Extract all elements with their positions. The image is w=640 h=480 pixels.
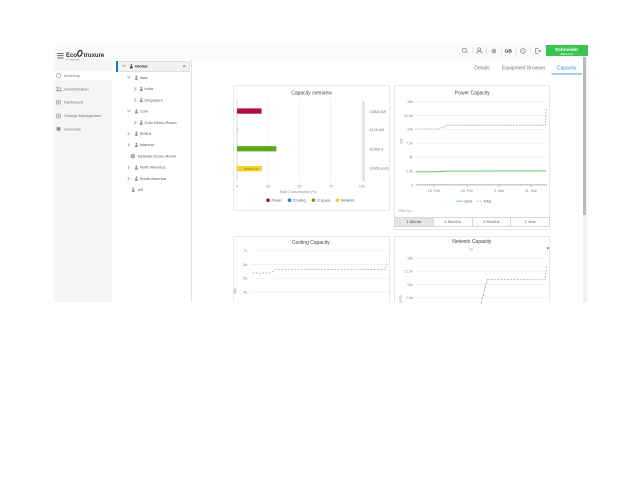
svg-text:Capacity overview: Capacity overview [291,90,332,96]
svg-text:US: US [138,187,144,192]
svg-text:10k: 10k [407,283,413,287]
svg-text:5k: 5k [409,156,413,160]
svg-text:13808 kW: 13808 kW [370,110,387,114]
svg-text:6128 kW: 6128 kW [370,128,385,132]
svg-text:Cooling: Cooling [293,199,306,203]
svg-text:truxure: truxure [84,53,105,59]
svg-text:0: 0 [411,183,413,187]
svg-text:25: 25 [266,184,270,188]
svg-text:Power Capacity: Power Capacity [455,91,491,97]
svg-text:Asia: Asia [140,75,149,80]
svg-text:Global: Global [135,64,148,69]
svg-text:kW: kW [400,138,404,144]
svg-text:?: ? [522,49,524,53]
svg-text:North America: North America [140,165,166,170]
svg-text:Total Consumption (%): Total Consumption (%) [279,190,316,194]
svg-text:2.5k: 2.5k [406,169,413,173]
svg-text:50: 50 [297,184,301,188]
svg-text:25. Feb: 25. Feb [461,189,474,193]
svg-text:EMEA: EMEA [140,131,152,136]
svg-text:7.5k: 7.5k [406,142,413,146]
svg-text:Istanbul: Istanbul [140,142,154,147]
svg-text:12.5k: 12.5k [404,114,413,118]
svg-text:Filter by:: Filter by: [399,209,412,213]
svg-text:Colo: Colo [140,109,149,114]
svg-text:Network Capacity: Network Capacity [452,239,492,245]
svg-text:4. Mar: 4. Mar [494,189,505,193]
svg-text:18. Feb: 18. Feb [428,189,441,193]
svg-text:Network Demo Room: Network Demo Room [138,154,177,159]
svg-text:Network: Network [341,199,355,203]
svg-text:All: All [469,248,473,252]
svg-text:7.5k: 7.5k [406,296,413,300]
svg-text:Change Management: Change Management [64,113,102,118]
svg-text:0: 0 [236,184,238,188]
svg-text:Singapore: Singapore [144,97,163,102]
svg-text:IT Advisor: IT Advisor [66,58,80,62]
svg-text:7k: 7k [243,249,247,253]
svg-text:Colo Demo Room: Colo Demo Room [144,120,177,125]
svg-text:GB: GB [505,49,513,55]
svg-text:South America: South America [140,176,167,181]
svg-text:ports: ports [399,295,403,303]
svg-text:11068 ports: 11068 ports [370,166,389,170]
svg-text:Capacity: Capacity [557,65,577,71]
svg-text:Details: Details [474,65,490,71]
svg-text:4699 ports: 4699 ports [244,167,259,171]
svg-text:4k: 4k [243,290,247,294]
svg-text:Power: Power [272,199,283,203]
svg-text:12.5k: 12.5k [404,270,413,274]
svg-text:6k: 6k [243,263,247,267]
svg-text:31965 U: 31965 U [370,148,384,152]
svg-text:Dashboard: Dashboard [64,100,83,105]
svg-text:U space: U space [317,199,331,203]
svg-text:Total: Total [484,200,492,204]
svg-text:Cooling Capacity: Cooling Capacity [292,240,330,246]
svg-text:100: 100 [359,184,365,188]
svg-text:75: 75 [329,184,333,188]
svg-text:Used: Used [464,200,473,204]
svg-text:Equipment Browser: Equipment Browser [502,65,546,71]
svg-text:11. Mar: 11. Mar [525,189,538,193]
svg-text:kW: kW [233,288,237,294]
svg-text:Genomes: Genomes [64,126,81,131]
svg-text:Eco: Eco [66,53,77,59]
svg-text:15k: 15k [407,100,413,104]
svg-text:Administration: Administration [64,86,89,91]
svg-text:5k: 5k [243,277,247,281]
svg-text:15k: 15k [407,256,413,260]
svg-text:10k: 10k [407,128,413,132]
svg-text:India: India [144,86,154,91]
svg-text:Inventory: Inventory [64,73,80,78]
